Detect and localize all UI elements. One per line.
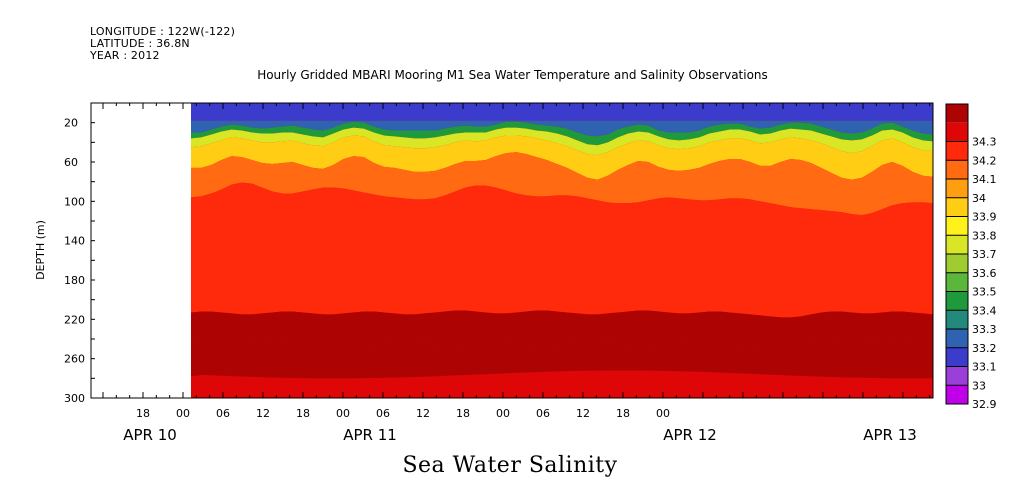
- y-tick-label: 300: [64, 392, 85, 405]
- band-bottom: [191, 370, 933, 398]
- colorbar-swatch: [946, 216, 968, 236]
- colorbar-label: 33.6: [972, 267, 997, 280]
- colorbar-label: 34: [972, 192, 986, 205]
- y-tick-label: 100: [64, 195, 85, 208]
- y-tick-label: 140: [64, 235, 85, 248]
- x-tick-label: 12: [576, 407, 590, 420]
- x-tick-label: 00: [496, 407, 510, 420]
- colorbar-swatch: [946, 104, 968, 123]
- colorbar-label: 33.8: [972, 229, 997, 242]
- latitude-text: LATITUDE : 36.8N: [90, 37, 190, 50]
- colorbar-label: 33.1: [972, 361, 997, 374]
- x-tick-label: 00: [656, 407, 670, 420]
- band-34.1: [191, 182, 933, 318]
- x-tick-label: 06: [216, 407, 230, 420]
- variable-title: Sea Water Salinity: [402, 453, 618, 478]
- colorbar-swatch: [946, 179, 968, 198]
- colorbar-label: 33.5: [972, 286, 997, 299]
- colorbar-swatch: [946, 329, 968, 348]
- y-tick-label: 180: [64, 274, 85, 287]
- salinity-field: [191, 103, 933, 398]
- colorbar-label: 33.9: [972, 211, 997, 224]
- year-text: YEAR : 2012: [90, 49, 160, 62]
- colorbar-swatch: [946, 122, 968, 142]
- colorbar-label: 33.3: [972, 323, 997, 336]
- colorbar-label: 33.4: [972, 304, 997, 317]
- colorbar-label: 33.7: [972, 248, 997, 261]
- colorbar-swatch: [946, 385, 968, 404]
- x-tick-label: 00: [176, 407, 190, 420]
- longitude-text: LONGITUDE : 122W(-122): [90, 25, 236, 38]
- band-33.8: [191, 135, 933, 180]
- band-34.2: [191, 310, 933, 347]
- y-tick-label: 60: [64, 156, 78, 169]
- colorbar-swatch: [946, 254, 968, 273]
- x-tick-label: 06: [376, 407, 390, 420]
- y-tick-label: 260: [64, 353, 85, 366]
- day-label: APR 10: [123, 426, 177, 444]
- colorbar-swatch: [946, 291, 968, 311]
- band-33.4: [191, 121, 933, 146]
- x-tick-label: 12: [256, 407, 270, 420]
- colorbar-label: 34.1: [972, 173, 997, 186]
- x-tick-label: 18: [136, 407, 150, 420]
- y-axis-label: DEPTH (m): [34, 220, 47, 280]
- colorbar-swatch: [946, 235, 968, 254]
- colorbar-label: 34.2: [972, 154, 997, 167]
- band-33.6: [191, 127, 933, 156]
- x-axis: 18 00 06 12 18 00 06 12 18 00 06 12 18 00 APR 10 APR 11…: [102, 103, 931, 444]
- colorbar-label: 32.9: [972, 398, 997, 411]
- band-34.0: [191, 152, 933, 216]
- x-tick-label: 18: [296, 407, 310, 420]
- x-tick-label: 12: [416, 407, 430, 420]
- colorbar-label: 34.3: [972, 136, 997, 149]
- colorbar: 32.9 33 33.1 33.2 33.3 33.4 33.5 33.6 33.7 33.8 33…: [945, 103, 997, 411]
- x-tick-label: 06: [536, 407, 550, 420]
- band-33.1: [191, 120, 933, 137]
- y-axis: 20 60 100 140 180 220 260 300: [64, 102, 95, 405]
- colorbar-label: 33: [972, 379, 986, 392]
- x-tick-label: 00: [336, 407, 350, 420]
- plot-frame: [90, 102, 934, 399]
- y-tick-label: 20: [64, 117, 78, 130]
- colorbar-label: 33.2: [972, 342, 997, 355]
- day-label: APR 13: [863, 426, 917, 444]
- colorbar-swatch: [946, 197, 968, 217]
- colorbar-swatch: [946, 141, 968, 161]
- colorbar-swatch: [946, 160, 968, 179]
- day-label: APR 11: [343, 426, 397, 444]
- chart-title: Hourly Gridded MBARI Mooring M1 Sea Wate…: [257, 68, 768, 82]
- band-33.1: [191, 103, 933, 121]
- colorbar-swatch: [946, 310, 968, 329]
- colorbar-swatch: [946, 366, 968, 386]
- x-tick-label: 18: [456, 407, 470, 420]
- colorbar-swatch: [946, 272, 968, 292]
- colorbar-swatch: [946, 347, 968, 367]
- x-tick-label: 18: [616, 407, 630, 420]
- y-tick-label: 220: [64, 313, 85, 326]
- day-label: APR 12: [663, 426, 717, 444]
